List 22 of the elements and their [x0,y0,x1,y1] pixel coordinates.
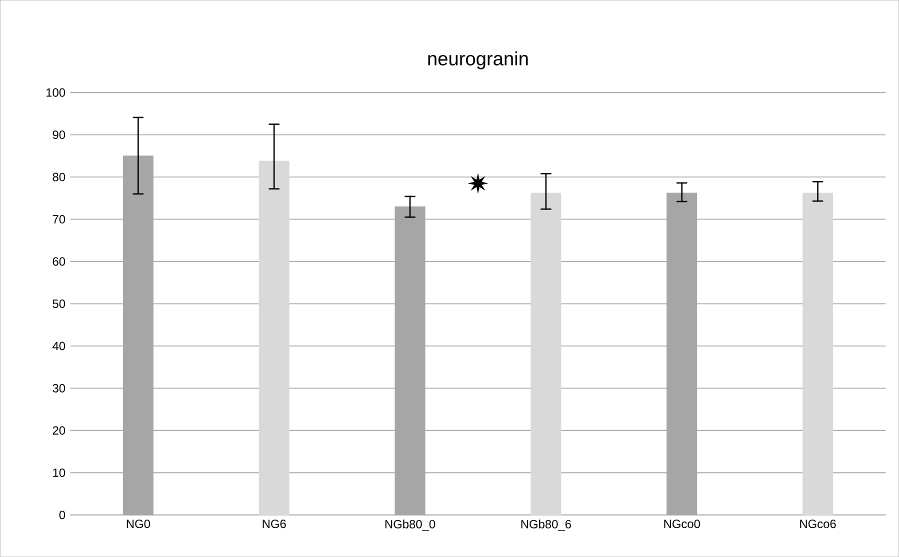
y-tick-label: 70 [52,214,66,224]
bar [258,160,290,516]
y-tick-label: 100 [46,88,66,97]
x-tick-label: NGb80_0 [385,520,436,531]
y-tick-label: 10 [53,468,66,477]
annotation: ✷ [468,172,488,194]
x-tick-label: NG6 [262,520,286,528]
y-tick-label: 90 [52,130,66,139]
y-tick-label: 20 [52,426,66,435]
y-tick-label: 60 [52,257,66,266]
x-tick-label: NGco0 [664,520,700,528]
y-tick-label: 50 [52,299,66,308]
chart-title: neurogranin [428,51,528,70]
y-tick-label: 40 [52,342,66,350]
y-tick-label: 80 [52,172,66,182]
bar [530,192,562,516]
x-tick-label: NG0 [126,520,150,528]
x-tick-label: NGb80_6 [521,520,571,531]
x-tick-label: NGco6 [800,520,836,528]
bar [802,192,834,516]
y-tick-label: 30 [52,384,66,392]
y-tick-label: 0 [59,510,66,520]
